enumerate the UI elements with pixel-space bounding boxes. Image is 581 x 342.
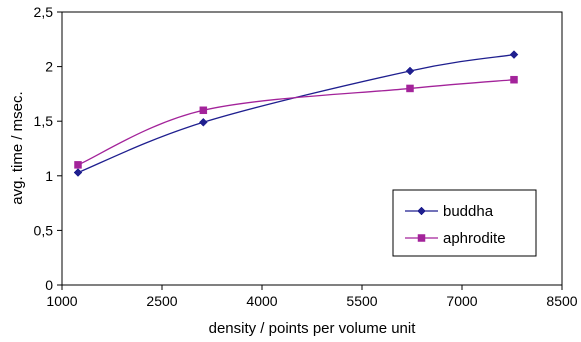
series-layer [73, 50, 519, 177]
y-axis-ticks: 0 0,5 1 1,5 2 2,5 [34, 4, 62, 293]
data-point-buddha [405, 66, 415, 76]
series-line-buddha [77, 53, 515, 174]
data-point-aphrodite [74, 161, 82, 169]
y-axis-label: avg. time / msec. [9, 91, 26, 204]
y-tick-label: 0 [45, 277, 53, 293]
legend-label-buddha: buddha [443, 203, 494, 220]
x-axis-label: density / points per volume unit [209, 320, 417, 337]
y-tick-label: 2,5 [34, 4, 54, 20]
legend-marker-aphrodite [417, 234, 426, 242]
x-axis-ticks: 1000 2500 4000 5500 7000 8500 [46, 285, 578, 309]
series-aphrodite [74, 75, 518, 169]
y-tick-label: 1,5 [34, 113, 54, 129]
data-point-buddha [509, 50, 519, 59]
series-buddha [73, 50, 519, 177]
legend-marker-buddha [417, 206, 426, 216]
x-tick-label: 2500 [146, 293, 177, 309]
legend-box [392, 189, 537, 257]
y-tick-label: 2 [45, 59, 53, 75]
x-tick-label: 8500 [546, 293, 577, 309]
series-line-aphrodite [77, 79, 515, 166]
x-tick-label: 5500 [346, 293, 377, 309]
data-point-aphrodite [199, 106, 208, 115]
legend: buddha aphrodite [392, 189, 537, 257]
y-tick-label: 1 [45, 168, 53, 184]
legend-label-aphrodite: aphrodite [443, 230, 506, 247]
data-point-aphrodite [406, 84, 414, 93]
data-point-buddha [198, 117, 208, 127]
y-tick-label: 0,5 [34, 222, 54, 238]
data-point-buddha [73, 168, 83, 177]
x-tick-label: 4000 [246, 293, 277, 309]
data-point-aphrodite [510, 75, 518, 84]
x-tick-label: 7000 [446, 293, 477, 309]
x-tick-label: 1000 [46, 293, 77, 309]
